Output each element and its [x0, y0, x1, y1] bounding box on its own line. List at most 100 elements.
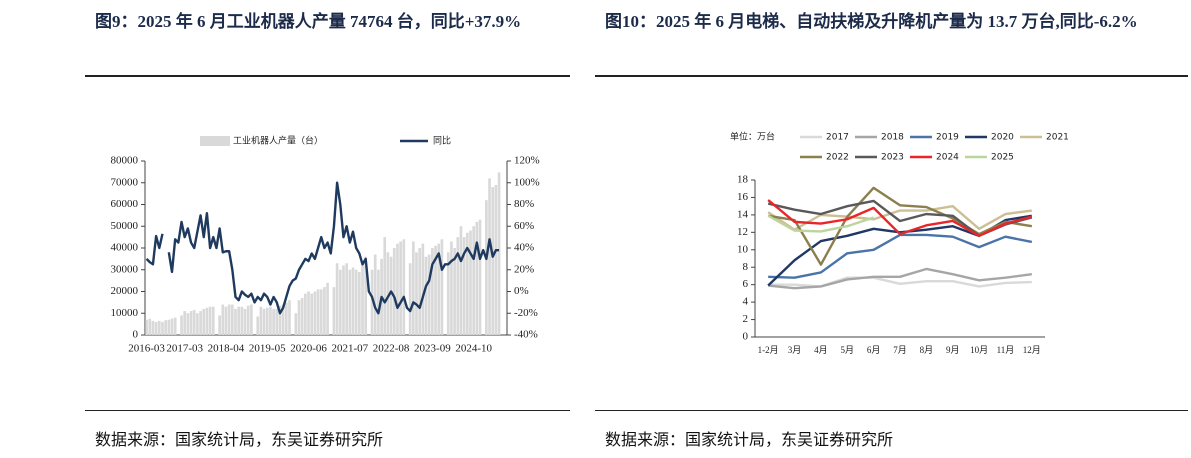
y-tick-label: 20000: [111, 285, 139, 297]
y-tick-label: 2: [743, 313, 749, 325]
bar: [450, 241, 453, 335]
bar: [342, 265, 345, 335]
y2-tick-label: 80%: [514, 198, 534, 210]
bar: [411, 241, 415, 335]
footer-rule: [595, 410, 1188, 411]
y-tick-label: 40000: [111, 242, 139, 254]
x-tick-label: 7月: [893, 345, 907, 355]
bar: [421, 243, 425, 335]
bar: [151, 320, 155, 335]
chart-title: 图10：2025 年 6 月电梯、自动扶梯及升降机产量为 13.7 万台,同比-…: [605, 12, 1138, 31]
bar: [243, 308, 247, 335]
bar: [180, 315, 183, 335]
bar: [224, 306, 228, 335]
bar: [157, 320, 161, 335]
bar: [227, 304, 231, 335]
bar: [389, 256, 393, 335]
bar: [316, 289, 320, 335]
bar: [192, 309, 196, 335]
bar: [284, 302, 288, 335]
y-tick-label: 6: [743, 278, 749, 290]
series-line: [767, 204, 1032, 231]
x-tick-label: 2017-03: [166, 343, 203, 355]
bar: [488, 178, 491, 335]
bar: [361, 263, 364, 335]
unit-label: 单位：万台: [730, 131, 775, 143]
bar: [335, 263, 339, 335]
bar: [431, 248, 434, 335]
source-note: 数据来源：国家统计局，东吴证券研究所: [95, 430, 384, 449]
series-line: [767, 186, 1033, 266]
y-tick-label: 80000: [111, 155, 139, 167]
title-rule: [85, 75, 570, 77]
legend-label: 2024: [936, 153, 959, 163]
bar: [265, 307, 269, 335]
y2-tick-label: 100%: [514, 176, 540, 188]
bar: [300, 298, 304, 335]
bar: [478, 219, 482, 335]
x-tick-label: 11月: [997, 345, 1015, 355]
bar: [237, 306, 241, 335]
bar: [256, 316, 260, 335]
chart-robot: 0 10000 20000 30000 40000 50000 60000 70000 8000…: [111, 135, 540, 355]
bar: [319, 289, 323, 335]
title-rule: [595, 75, 1188, 77]
bar: [370, 269, 374, 335]
bar: [170, 318, 174, 335]
bar: [259, 306, 263, 335]
bar: [402, 239, 406, 335]
bar: [189, 311, 193, 335]
legend-label: 2019: [936, 133, 959, 143]
x-tick-label: 8月: [920, 345, 934, 355]
bar: [240, 306, 244, 335]
bar: [424, 256, 428, 335]
y2-tick-label: 40%: [514, 242, 534, 254]
bar: [145, 319, 148, 335]
legend-label: 2025: [991, 153, 1014, 163]
x-tick-label: 3月: [788, 345, 802, 355]
legend-label: 2018: [881, 133, 904, 143]
y2-tick-label: 120%: [514, 155, 540, 167]
x-tick-label: 9月: [946, 345, 960, 355]
x-tick-label: 2021-07: [331, 343, 368, 355]
y2-tick-label: 0%: [514, 285, 529, 297]
bar: [396, 243, 399, 335]
legend-label: 工业机器人产量（台）: [233, 135, 323, 147]
bar: [310, 293, 314, 335]
y-tick-label: 0: [743, 331, 749, 343]
bar: [183, 311, 187, 335]
bar: [281, 304, 285, 335]
bar: [297, 300, 301, 335]
y-tick-label: 14: [737, 208, 749, 220]
bar: [386, 252, 390, 335]
bar: [456, 237, 460, 335]
bar: [167, 319, 171, 335]
bar: [186, 313, 190, 335]
x-tick-label: 2019-05: [249, 343, 286, 355]
legend-label: 2020: [991, 133, 1014, 143]
bar: [427, 254, 431, 335]
bar: [453, 248, 456, 335]
legend-label: 2023: [881, 153, 904, 163]
legend-swatch: [200, 136, 230, 146]
bar: [164, 320, 167, 335]
bar: [491, 187, 495, 335]
bar: [269, 306, 272, 335]
bar: [218, 315, 221, 335]
y-tick-label: 4: [743, 296, 749, 308]
x-tick-label: 4月: [814, 345, 828, 355]
bar: [437, 243, 441, 335]
y-tick-label: 30000: [111, 263, 139, 275]
bar: [154, 321, 158, 335]
legend-label: 2022: [826, 153, 849, 163]
bar: [307, 291, 310, 335]
y-tick-label: 18: [737, 174, 749, 186]
y-tick-label: 10: [737, 243, 749, 255]
bar: [326, 282, 329, 335]
bar: [221, 304, 225, 335]
bar: [173, 317, 177, 335]
legend-label: 同比: [433, 135, 451, 147]
bar: [338, 269, 342, 335]
bar: [288, 300, 291, 335]
